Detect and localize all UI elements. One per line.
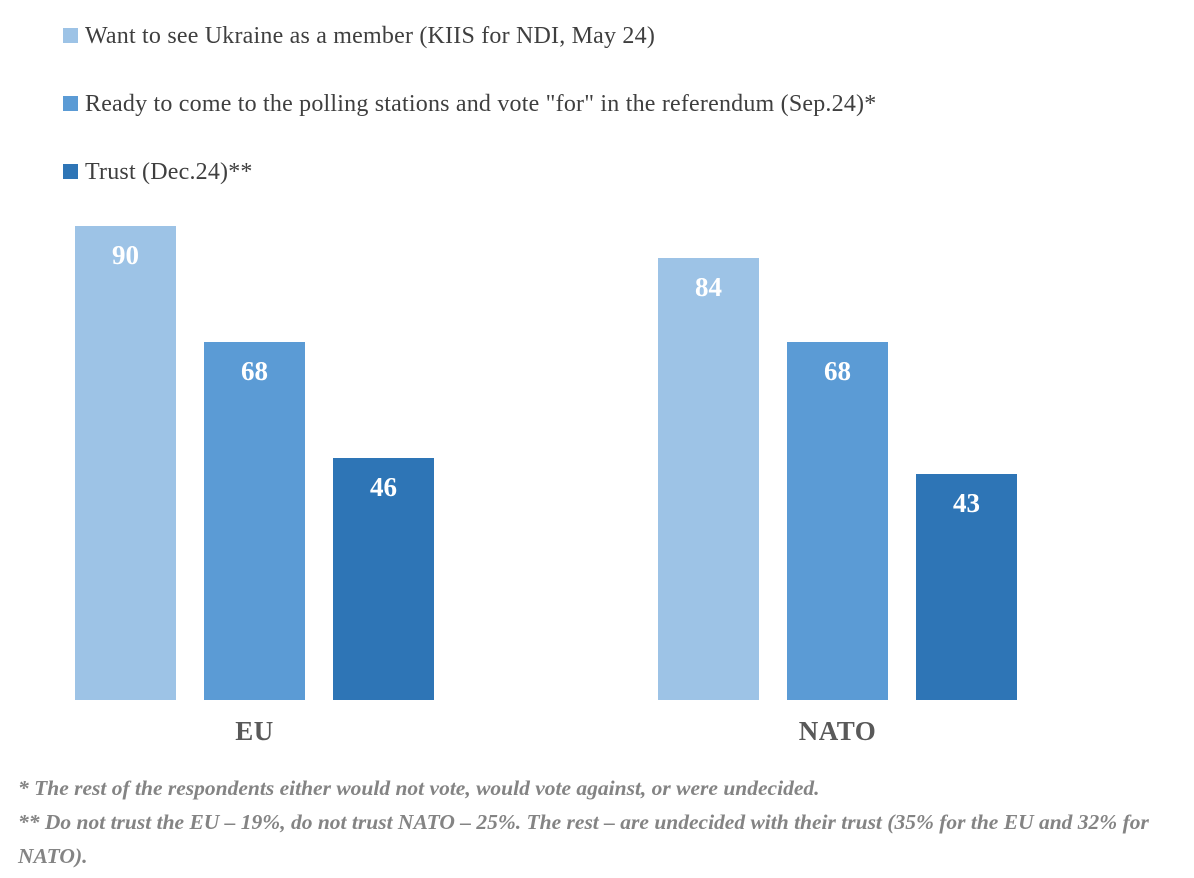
category-label-eu: EU xyxy=(235,716,274,746)
legend-swatch-icon xyxy=(63,27,78,43)
category-label-nato: NATO xyxy=(798,716,877,746)
bar-data-label: 68 xyxy=(241,356,268,386)
bar-eu-series-3: 46 xyxy=(333,458,434,700)
bar-eu-series-2: 68 xyxy=(204,342,305,700)
category-axis: EU NATO xyxy=(0,716,1194,749)
legend-item: Trust (Dec.24)** xyxy=(63,158,1194,186)
legend-swatch-icon xyxy=(63,95,78,111)
bar-data-label: 43 xyxy=(953,488,980,518)
bar-eu-series-1: 90 xyxy=(75,226,176,700)
bar-data-label: 68 xyxy=(824,356,851,386)
bar-nato-series-3: 43 xyxy=(916,474,1017,700)
legend-label: Trust (Dec.24)** xyxy=(85,158,253,185)
bar-data-label: 84 xyxy=(695,272,722,302)
footnotes: * The rest of the respondents either wou… xyxy=(18,771,1172,873)
legend-label: Want to see Ukraine as a member (KIIS fo… xyxy=(85,22,656,49)
legend-item: Ready to come to the polling stations an… xyxy=(63,90,1194,118)
bar-nato-series-1: 84 xyxy=(658,258,759,700)
bar-data-label: 46 xyxy=(370,472,397,502)
footnote-double-asterisk: ** Do not trust the EU – 19%, do not tru… xyxy=(18,810,1149,868)
legend-swatch-icon xyxy=(63,163,78,179)
bar-group-eu: 90 68 46 xyxy=(75,226,434,700)
legend-label: Ready to come to the polling stations an… xyxy=(85,90,877,117)
legend-item: Want to see Ukraine as a member (KIIS fo… xyxy=(63,22,1194,50)
bar-group-nato: 84 68 43 xyxy=(658,258,1017,700)
bar-nato-series-2: 68 xyxy=(787,342,888,700)
footnote-single-asterisk: * The rest of the respondents either wou… xyxy=(18,776,820,800)
chart-legend: Want to see Ukraine as a member (KIIS fo… xyxy=(0,0,1194,186)
bar-plot-area: 90 68 46 84 68 43 xyxy=(0,226,1194,700)
bar-data-label: 90 xyxy=(112,240,139,270)
